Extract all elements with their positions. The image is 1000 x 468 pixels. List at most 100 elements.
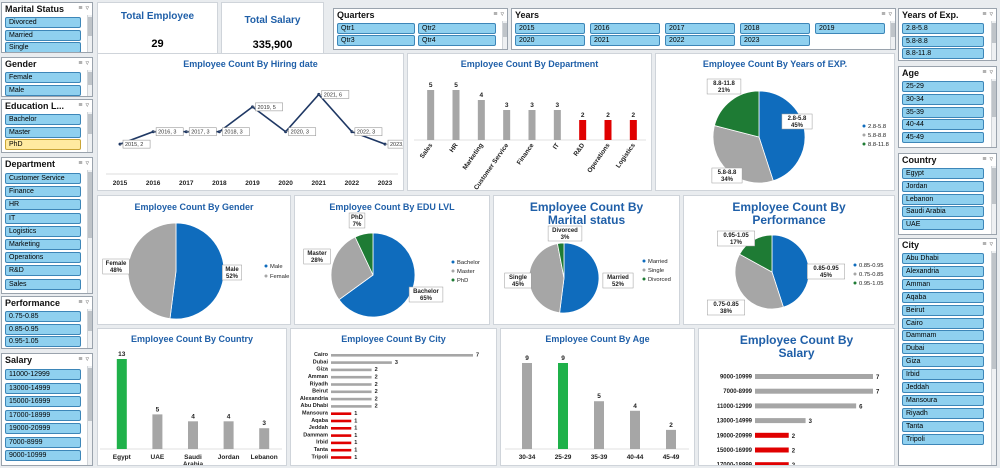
performance-slicer-item-0-75-0-85[interactable]: 0.75-0.85 — [5, 311, 81, 322]
city-slicer-item-dammam[interactable]: Dammam — [902, 330, 984, 342]
age-slicer-item-40-44[interactable]: 40-44 — [902, 119, 984, 131]
quarters-slicer-scrollbar[interactable] — [502, 21, 507, 49]
country-slicer-item-uae[interactable]: UAE — [902, 219, 984, 231]
salary-slicer-scrollbar[interactable] — [87, 366, 92, 465]
education-slicer-scroll-thumb[interactable] — [88, 114, 92, 135]
clear-filter-icon[interactable]: ▿ — [85, 60, 89, 67]
experience-slicer-item-5-8-8-8[interactable]: 5.8-8.8 — [902, 35, 984, 47]
salary-slicer-item-9000-10999[interactable]: 9000-10999 — [5, 450, 81, 461]
gender-slicer-item-female[interactable]: Female — [5, 72, 81, 83]
education-slicer-item-master[interactable]: Master — [5, 126, 81, 138]
city-slicer-item-alexandria[interactable]: Alexandria — [902, 265, 984, 277]
clear-filter-icon[interactable]: ▿ — [85, 5, 89, 12]
marital-slicer-item-married[interactable]: Married — [5, 29, 81, 41]
multi-select-icon[interactable]: ≡ — [982, 241, 987, 248]
multi-select-icon[interactable]: ≡ — [78, 60, 83, 67]
performance-slicer-scrollbar[interactable] — [87, 309, 92, 348]
age-slicer-item-35-39[interactable]: 35-39 — [902, 106, 984, 118]
age-slicer-scroll-thumb[interactable] — [992, 81, 996, 117]
years-slicer-item-2019[interactable]: 2019 — [815, 23, 885, 34]
country-slicer-item-jordan[interactable]: Jordan — [902, 180, 984, 192]
multi-select-icon[interactable]: ≡ — [982, 69, 987, 76]
department-slicer-item-r-d[interactable]: R&D — [5, 265, 81, 277]
multi-select-icon[interactable]: ≡ — [78, 102, 83, 109]
years-slicer-item-2015[interactable]: 2015 — [515, 23, 585, 34]
country-slicer-scroll-thumb[interactable] — [992, 168, 996, 204]
salary-slicer-scroll-thumb[interactable] — [88, 368, 92, 421]
salary-slicer-item-7000-8999[interactable]: 7000-8999 — [5, 436, 81, 448]
city-slicer-item-mansoura[interactable]: Mansoura — [902, 394, 984, 406]
department-slicer-item-finance[interactable]: Finance — [5, 186, 81, 198]
quarters-slicer-scroll-thumb[interactable] — [503, 23, 507, 37]
salary-slicer-item-15000-16999[interactable]: 15000-16999 — [5, 396, 81, 407]
performance-slicer-item-0-95-1-05[interactable]: 0.95-1.05 — [5, 336, 81, 347]
city-slicer-item-tripoli[interactable]: Tripoli — [902, 433, 984, 445]
performance-slicer-item-0-85-0-95[interactable]: 0.85-0.95 — [5, 323, 81, 335]
experience-slicer-scrollbar[interactable] — [991, 21, 996, 60]
city-slicer-item-dubai[interactable]: Dubai — [902, 343, 984, 355]
marital-slicer-item-divorced[interactable]: Divorced — [5, 17, 81, 28]
education-slicer-item-bachelor[interactable]: Bachelor — [5, 114, 81, 125]
salary-slicer-item-11000-12999[interactable]: 11000-12999 — [5, 369, 81, 380]
city-slicer-item-cairo[interactable]: Cairo — [902, 317, 984, 329]
clear-filter-icon[interactable]: ▿ — [989, 11, 993, 18]
department-slicer-item-customer-service[interactable]: Customer Service — [5, 173, 81, 184]
age-slicer-item-25-29[interactable]: 25-29 — [902, 81, 984, 92]
clear-filter-icon[interactable]: ▿ — [989, 156, 993, 163]
quarters-slicer-item-qtr4[interactable]: Qtr4 — [418, 35, 496, 46]
department-slicer-item-it[interactable]: IT — [5, 212, 81, 224]
multi-select-icon[interactable]: ≡ — [78, 356, 83, 363]
years-slicer-item-2023[interactable]: 2023 — [740, 35, 810, 46]
marital-slicer-item-single[interactable]: Single — [5, 42, 81, 52]
multi-select-icon[interactable]: ≡ — [78, 160, 83, 167]
department-slicer-scrollbar[interactable] — [87, 170, 92, 293]
years-slicer-item-2022[interactable]: 2022 — [665, 35, 735, 46]
multi-select-icon[interactable]: ≡ — [982, 156, 987, 163]
city-slicer-item-irbid[interactable]: Irbid — [902, 369, 984, 381]
marital-slicer-scrollbar[interactable] — [87, 15, 92, 52]
salary-slicer-item-17000-18999[interactable]: 17000-18999 — [5, 409, 81, 421]
country-slicer-item-egypt[interactable]: Egypt — [902, 168, 984, 179]
years-slicer-scroll-thumb[interactable] — [891, 23, 895, 37]
country-slicer-item-lebanon[interactable]: Lebanon — [902, 193, 984, 205]
gender-slicer-scroll-thumb[interactable] — [88, 72, 92, 85]
experience-slicer-scroll-thumb[interactable] — [992, 23, 996, 43]
years-slicer-item-2021[interactable]: 2021 — [590, 35, 660, 46]
department-slicer-scroll-thumb[interactable] — [88, 172, 92, 238]
clear-filter-icon[interactable]: ▿ — [989, 241, 993, 248]
salary-slicer-item-19000-20999[interactable]: 19000-20999 — [5, 423, 81, 434]
clear-filter-icon[interactable]: ▿ — [888, 11, 892, 18]
clear-filter-icon[interactable]: ▿ — [85, 299, 89, 306]
city-slicer-item-giza[interactable]: Giza — [902, 356, 984, 368]
years-slicer-item-2020[interactable]: 2020 — [515, 35, 585, 46]
multi-select-icon[interactable]: ≡ — [78, 5, 83, 12]
experience-slicer-item-2-8-5-8[interactable]: 2.8-5.8 — [902, 23, 984, 34]
years-slicer-item-2017[interactable]: 2017 — [665, 23, 735, 34]
quarters-slicer-item-qtr3[interactable]: Qtr3 — [337, 35, 415, 46]
country-slicer-scrollbar[interactable] — [991, 166, 996, 234]
multi-select-icon[interactable]: ≡ — [78, 299, 83, 306]
performance-slicer-scroll-thumb[interactable] — [88, 311, 92, 331]
clear-filter-icon[interactable]: ▿ — [85, 102, 89, 109]
city-slicer-item-amman[interactable]: Amman — [902, 278, 984, 290]
gender-slicer-scrollbar[interactable] — [87, 70, 92, 96]
country-slicer-item-saudi-arabia[interactable]: Saudi Arabia — [902, 206, 984, 218]
quarters-slicer-item-qtr1[interactable]: Qtr1 — [337, 23, 415, 34]
experience-slicer-item-8-8-11-8[interactable]: 8.8-11.8 — [902, 48, 984, 59]
education-slicer-scrollbar[interactable] — [87, 112, 92, 152]
age-slicer-item-30-34[interactable]: 30-34 — [902, 93, 984, 105]
quarters-slicer-item-qtr2[interactable]: Qtr2 — [418, 23, 496, 34]
department-slicer-item-marketing[interactable]: Marketing — [5, 239, 81, 250]
department-slicer-item-hr[interactable]: HR — [5, 199, 81, 211]
city-slicer-item-tanta[interactable]: Tanta — [902, 420, 984, 432]
city-slicer-item-riyadh[interactable]: Riyadh — [902, 407, 984, 419]
department-slicer-item-logistics[interactable]: Logistics — [5, 225, 81, 237]
city-slicer-item-abu-dhabi[interactable]: Abu Dhabi — [902, 253, 984, 264]
age-slicer-scrollbar[interactable] — [991, 79, 996, 147]
years-slicer-item-2018[interactable]: 2018 — [740, 23, 810, 34]
city-slicer-item-aqaba[interactable]: Aqaba — [902, 291, 984, 303]
marital-slicer-scroll-thumb[interactable] — [88, 17, 92, 36]
years-slicer-scrollbar[interactable] — [890, 21, 895, 49]
multi-select-icon[interactable]: ≡ — [881, 11, 886, 18]
multi-select-icon[interactable]: ≡ — [493, 11, 498, 18]
